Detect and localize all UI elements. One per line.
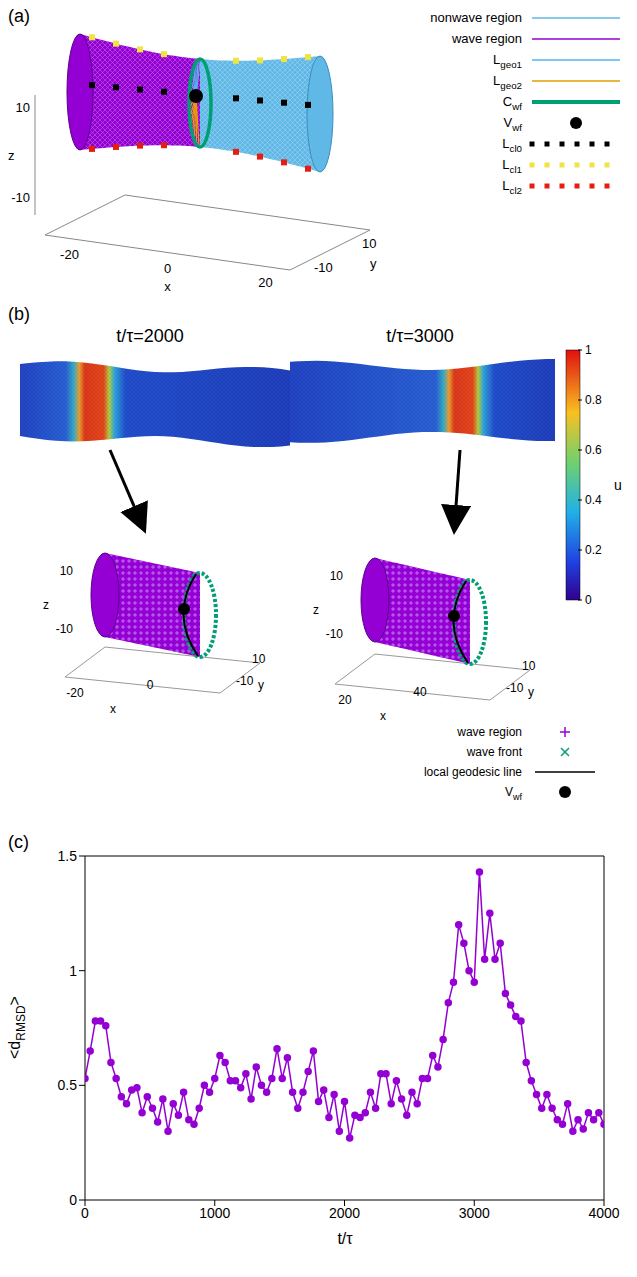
svg-text:Vwf: Vwf: [504, 115, 523, 133]
svg-text:3000: 3000: [459, 1205, 490, 1221]
svg-text:wave region: wave region: [451, 31, 522, 46]
svg-text:(b): (b): [8, 304, 30, 324]
svg-text:-10: -10: [11, 190, 30, 205]
svg-text:10: 10: [16, 100, 30, 115]
svg-text:1: 1: [69, 963, 77, 979]
svg-text:0.2: 0.2: [585, 543, 602, 557]
svg-text:t/τ=3000: t/τ=3000: [386, 326, 454, 346]
svg-text:u: u: [614, 477, 622, 493]
svg-text:0: 0: [69, 1192, 77, 1208]
svg-text:0.8: 0.8: [585, 393, 602, 407]
svg-text:Vwf: Vwf: [505, 785, 523, 802]
svg-text:t/τ=2000: t/τ=2000: [116, 326, 184, 346]
svg-text:-20: -20: [60, 247, 79, 262]
svg-text:<dRMSD>: <dRMSD>: [6, 996, 28, 1059]
svg-text:(c): (c): [8, 832, 29, 852]
svg-text:0: 0: [585, 593, 592, 607]
svg-text:Lgeo2: Lgeo2: [493, 73, 522, 91]
svg-text:10: 10: [252, 652, 266, 666]
svg-text:x: x: [380, 709, 386, 723]
svg-text:Lcl0: Lcl0: [502, 136, 522, 154]
svg-text:20: 20: [338, 693, 352, 707]
svg-text:0: 0: [81, 1205, 89, 1221]
svg-text:10: 10: [522, 659, 536, 673]
svg-text:t/τ: t/τ: [337, 1230, 353, 1247]
svg-text:wave region: wave region: [456, 725, 522, 739]
svg-text:Lcl2: Lcl2: [502, 178, 522, 196]
svg-text:local geodesic line: local geodesic line: [424, 765, 522, 779]
svg-text:(a): (a): [8, 6, 30, 26]
svg-text:y: y: [528, 685, 534, 699]
svg-text:x: x: [110, 702, 116, 716]
svg-text:-10: -10: [236, 674, 254, 688]
svg-text:1000: 1000: [199, 1205, 230, 1221]
svg-text:40: 40: [413, 685, 427, 699]
svg-text:-10: -10: [56, 622, 74, 636]
svg-text:wave front: wave front: [466, 745, 523, 759]
svg-text:-10: -10: [326, 627, 344, 641]
svg-text:0: 0: [164, 261, 171, 276]
svg-text:10: 10: [60, 564, 74, 578]
svg-text:0.4: 0.4: [585, 493, 602, 507]
svg-text:Lcl1: Lcl1: [502, 157, 522, 175]
svg-text:Cwf: Cwf: [503, 94, 522, 112]
svg-text:z: z: [43, 598, 49, 612]
svg-text:x: x: [164, 279, 171, 294]
svg-text:0.5: 0.5: [58, 1077, 78, 1093]
svg-text:10: 10: [330, 569, 344, 583]
svg-text:10: 10: [362, 236, 376, 251]
svg-text:-10: -10: [314, 260, 333, 275]
svg-text:nonwave region: nonwave region: [430, 10, 522, 25]
svg-text:Lgeo1: Lgeo1: [493, 52, 522, 70]
svg-text:20: 20: [258, 275, 272, 290]
svg-text:1.5: 1.5: [58, 848, 78, 864]
svg-text:z: z: [313, 603, 319, 617]
svg-text:1: 1: [585, 343, 592, 357]
svg-text:2000: 2000: [329, 1205, 360, 1221]
svg-text:y: y: [370, 256, 377, 271]
svg-text:-10: -10: [506, 681, 524, 695]
svg-text:y: y: [258, 678, 264, 692]
svg-text:-20: -20: [66, 686, 84, 700]
svg-text:0: 0: [147, 678, 154, 692]
svg-text:0.6: 0.6: [585, 443, 602, 457]
svg-text:4000: 4000: [588, 1205, 619, 1221]
svg-text:z: z: [8, 148, 15, 163]
